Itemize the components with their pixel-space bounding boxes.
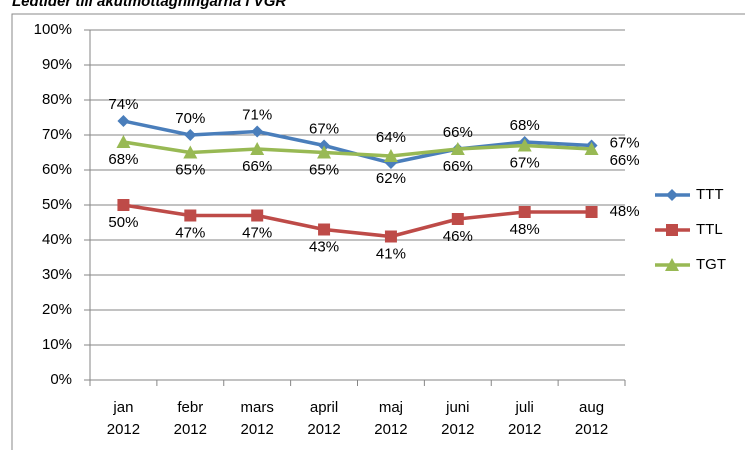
y-tick-label: 10%: [42, 336, 72, 353]
y-tick-label: 80%: [42, 91, 72, 108]
y-tick-label: 20%: [42, 301, 72, 318]
data-point: [451, 213, 464, 225]
data-point: [450, 142, 465, 155]
data-label: 68%: [510, 117, 540, 134]
series-line: [123, 140, 592, 158]
data-point: [518, 206, 531, 218]
chart-border: [11, 13, 745, 450]
data-point: [184, 209, 197, 222]
data-point: [116, 135, 131, 148]
data-label: 48%: [510, 221, 540, 238]
data-point: [183, 145, 198, 159]
legend-label: TTL: [696, 221, 723, 238]
data-label: 74%: [108, 96, 138, 113]
data-point: [517, 138, 532, 152]
data-point: [318, 223, 331, 236]
data-point: [383, 149, 398, 162]
y-tick-label: 90%: [42, 56, 72, 73]
x-tick-label: febr 2012: [174, 399, 207, 438]
data-label: 46%: [443, 228, 473, 245]
data-label: 71%: [242, 106, 272, 123]
data-label: 62%: [376, 170, 406, 187]
data-label: 66%: [443, 158, 473, 175]
y-tick-label: 0%: [50, 371, 72, 388]
chart-title: Ledtider till akutmottagningarna i VGR: [12, 0, 286, 10]
data-label: 47%: [175, 224, 205, 241]
data-label: 67%: [610, 134, 640, 151]
y-tick-label: 40%: [42, 231, 72, 248]
legend-label: TGT: [696, 256, 726, 273]
data-label: 67%: [309, 120, 339, 137]
y-tick-label: 50%: [42, 196, 72, 213]
data-label: 66%: [610, 152, 640, 169]
data-label: 66%: [242, 158, 272, 175]
data-point: [250, 142, 265, 155]
y-tick-label: 30%: [42, 266, 72, 283]
data-label: 68%: [108, 151, 138, 168]
y-tick-label: 60%: [42, 161, 72, 178]
data-label: 47%: [242, 224, 272, 241]
data-label: 70%: [175, 110, 205, 127]
data-point: [384, 230, 397, 243]
x-tick-label: aug 2012: [575, 399, 608, 438]
data-label: 41%: [376, 245, 406, 262]
y-tick-label: 100%: [34, 21, 72, 38]
data-point: [585, 206, 598, 218]
data-point: [584, 142, 599, 155]
y-tick-label: 70%: [42, 126, 72, 143]
legend-label: TTT: [696, 186, 724, 203]
data-point: [117, 115, 130, 127]
data-point: [184, 129, 197, 141]
data-point: [251, 125, 264, 138]
x-tick-label: jan 2012: [107, 399, 140, 438]
x-tick-label: juli 2012: [508, 399, 541, 438]
x-tick-label: mars 2012: [241, 399, 274, 438]
data-label: 67%: [510, 154, 540, 171]
data-label: 48%: [610, 203, 640, 220]
data-label: 65%: [175, 161, 205, 178]
data-label: 65%: [309, 161, 339, 178]
x-tick-label: juni 2012: [441, 399, 474, 438]
x-tick-label: april 2012: [307, 399, 340, 438]
x-tick-label: maj 2012: [374, 399, 407, 438]
data-label: 64%: [376, 129, 406, 146]
data-label: 43%: [309, 238, 339, 255]
legend-marker: [666, 224, 678, 236]
series-line: [123, 203, 592, 239]
data-label: 66%: [443, 124, 473, 141]
data-point: [251, 209, 264, 222]
data-point: [317, 145, 332, 159]
legend-marker: [666, 189, 678, 201]
data-point: [117, 199, 130, 211]
data-label: 50%: [108, 214, 138, 231]
legend-marker: [665, 258, 679, 271]
